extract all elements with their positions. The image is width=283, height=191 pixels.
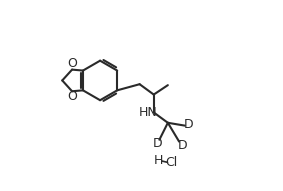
Text: O: O (67, 90, 77, 103)
Text: Cl: Cl (166, 156, 178, 169)
Text: D: D (178, 139, 188, 152)
Text: D: D (184, 118, 194, 131)
Text: H: H (154, 154, 163, 167)
Text: HN: HN (139, 106, 157, 119)
Text: D: D (153, 137, 163, 150)
Text: O: O (67, 57, 77, 70)
